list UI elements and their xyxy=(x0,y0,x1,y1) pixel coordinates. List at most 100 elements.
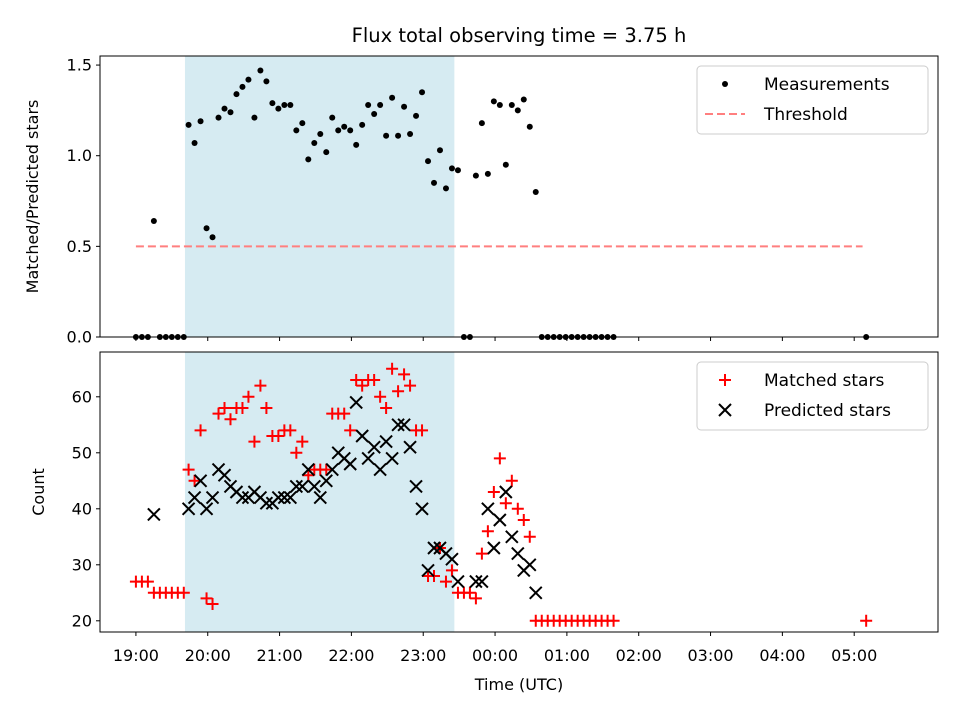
measurement-point xyxy=(287,101,294,108)
predicted-star-point xyxy=(511,546,525,561)
matched-star-point xyxy=(374,390,387,403)
predicted-star-point xyxy=(475,574,489,589)
predicted-star-point xyxy=(361,451,375,466)
matched-star-point xyxy=(224,413,237,426)
measurement-point xyxy=(299,120,306,127)
measurement-point xyxy=(293,127,300,134)
predicted-star-point xyxy=(391,418,405,432)
y-tick-label: 20 xyxy=(72,611,92,630)
matched-star-point xyxy=(463,586,476,599)
bottom-y-ticks: 20 30 40 50 60 xyxy=(72,387,100,630)
measurement-point xyxy=(347,127,354,134)
predicted-star-point xyxy=(283,490,298,505)
measurement-point xyxy=(419,89,426,96)
predicted-star-point xyxy=(379,434,393,449)
matched-star-point xyxy=(218,402,231,414)
measurement-point xyxy=(269,100,276,107)
measurement-point xyxy=(257,67,264,74)
measurement-point xyxy=(496,101,503,108)
measurement-point xyxy=(436,147,443,154)
measurement-point xyxy=(191,140,198,147)
matched-star-point xyxy=(523,530,536,543)
x-tick-label: 03:00 xyxy=(687,646,733,665)
y-tick-label: 0.0 xyxy=(67,328,92,347)
predicted-star-point xyxy=(343,457,357,471)
matched-star-point xyxy=(177,586,190,599)
measurement-point xyxy=(472,172,479,179)
matched-star-point xyxy=(206,598,219,610)
matched-star-point xyxy=(392,385,405,398)
matched-star-point xyxy=(404,379,417,392)
measurement-point xyxy=(197,118,204,125)
legend-label: Predicted stars xyxy=(764,401,891,421)
x-tick-label: 19:00 xyxy=(113,646,159,665)
matched-star-point xyxy=(398,368,411,381)
bottom-panel: 20 30 40 50 60 19:00 20:00 21:00 22:00 23:00 00:0… xyxy=(29,351,939,694)
measurement-point xyxy=(431,179,438,186)
measurement-point xyxy=(275,105,282,112)
measurement-point xyxy=(490,98,497,105)
top-highlight-span xyxy=(184,56,455,337)
predicted-star-point xyxy=(205,490,220,505)
predicted-star-point xyxy=(397,418,411,432)
measurement-point xyxy=(341,123,348,130)
matched-star-point xyxy=(469,592,482,605)
top-axes-frame xyxy=(99,55,939,338)
predicted-star-point xyxy=(259,496,274,510)
predicted-star-point xyxy=(307,479,321,494)
predicted-star-point xyxy=(403,440,417,454)
matched-star-point xyxy=(194,424,207,437)
y-tick-label: 50 xyxy=(72,443,92,462)
predicted-star-point xyxy=(301,462,316,477)
measurement-point xyxy=(371,111,378,118)
matched-star-point xyxy=(860,614,873,627)
matched-star-point xyxy=(296,435,309,448)
matched-star-point xyxy=(607,614,620,627)
predicted-star-point xyxy=(427,541,441,555)
predicted-star-point xyxy=(187,490,202,505)
measurement-point xyxy=(413,112,420,119)
predicted-star-point xyxy=(355,429,369,443)
y-tick-label: 60 xyxy=(72,387,92,406)
matched-star-point xyxy=(320,463,333,476)
measurement-point xyxy=(502,161,509,168)
measurement-point xyxy=(335,127,342,134)
matched-star-point xyxy=(254,379,267,392)
legend-label: Threshold xyxy=(763,105,848,125)
bottom-y-axis-label: Count xyxy=(29,468,48,516)
matched-star-point xyxy=(272,430,285,442)
measurement-point xyxy=(365,101,372,108)
matched-star-point xyxy=(260,402,273,414)
measurement-point xyxy=(425,158,432,165)
legend-label: Measurements xyxy=(764,75,890,95)
predicted-star-point xyxy=(415,502,429,516)
predicted-star-point xyxy=(147,507,161,522)
x-tick-label: 21:00 xyxy=(257,646,303,665)
predicted-star-point xyxy=(367,440,381,454)
matched-star-point xyxy=(248,435,261,448)
bottom-x-ticks: 19:00 20:00 21:00 22:00 23:00 00:00 01:00 02:00… xyxy=(113,632,877,665)
predicted-star-point xyxy=(313,490,327,505)
y-tick-label: 30 xyxy=(72,555,92,574)
matched-star-point xyxy=(380,402,393,414)
matched-star-point xyxy=(475,547,488,560)
y-tick-label: 1.5 xyxy=(67,56,92,75)
matched-star-point xyxy=(439,575,452,588)
matched-star-point xyxy=(338,407,351,420)
predicted-star-point xyxy=(235,490,250,505)
predicted-star-point xyxy=(505,530,519,544)
predicted-star-point xyxy=(529,586,543,600)
predicted-star-point xyxy=(373,462,387,477)
predicted-star-point xyxy=(193,474,208,488)
x-tick-label: 02:00 xyxy=(616,646,662,665)
predicted-star-point xyxy=(487,541,501,555)
matched-star-point xyxy=(242,390,255,403)
predicted-star-point xyxy=(385,451,399,466)
predicted-star-point xyxy=(493,513,507,527)
legend-marker-x xyxy=(718,403,732,417)
y-tick-label: 0.5 xyxy=(67,237,92,256)
measurement-point xyxy=(305,156,312,163)
predicted-star-point xyxy=(469,574,483,589)
measurement-point xyxy=(478,120,485,127)
matched-star-point xyxy=(493,452,506,465)
